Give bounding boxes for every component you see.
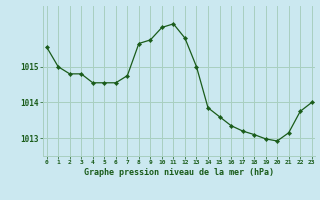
X-axis label: Graphe pression niveau de la mer (hPa): Graphe pression niveau de la mer (hPa)	[84, 168, 274, 177]
